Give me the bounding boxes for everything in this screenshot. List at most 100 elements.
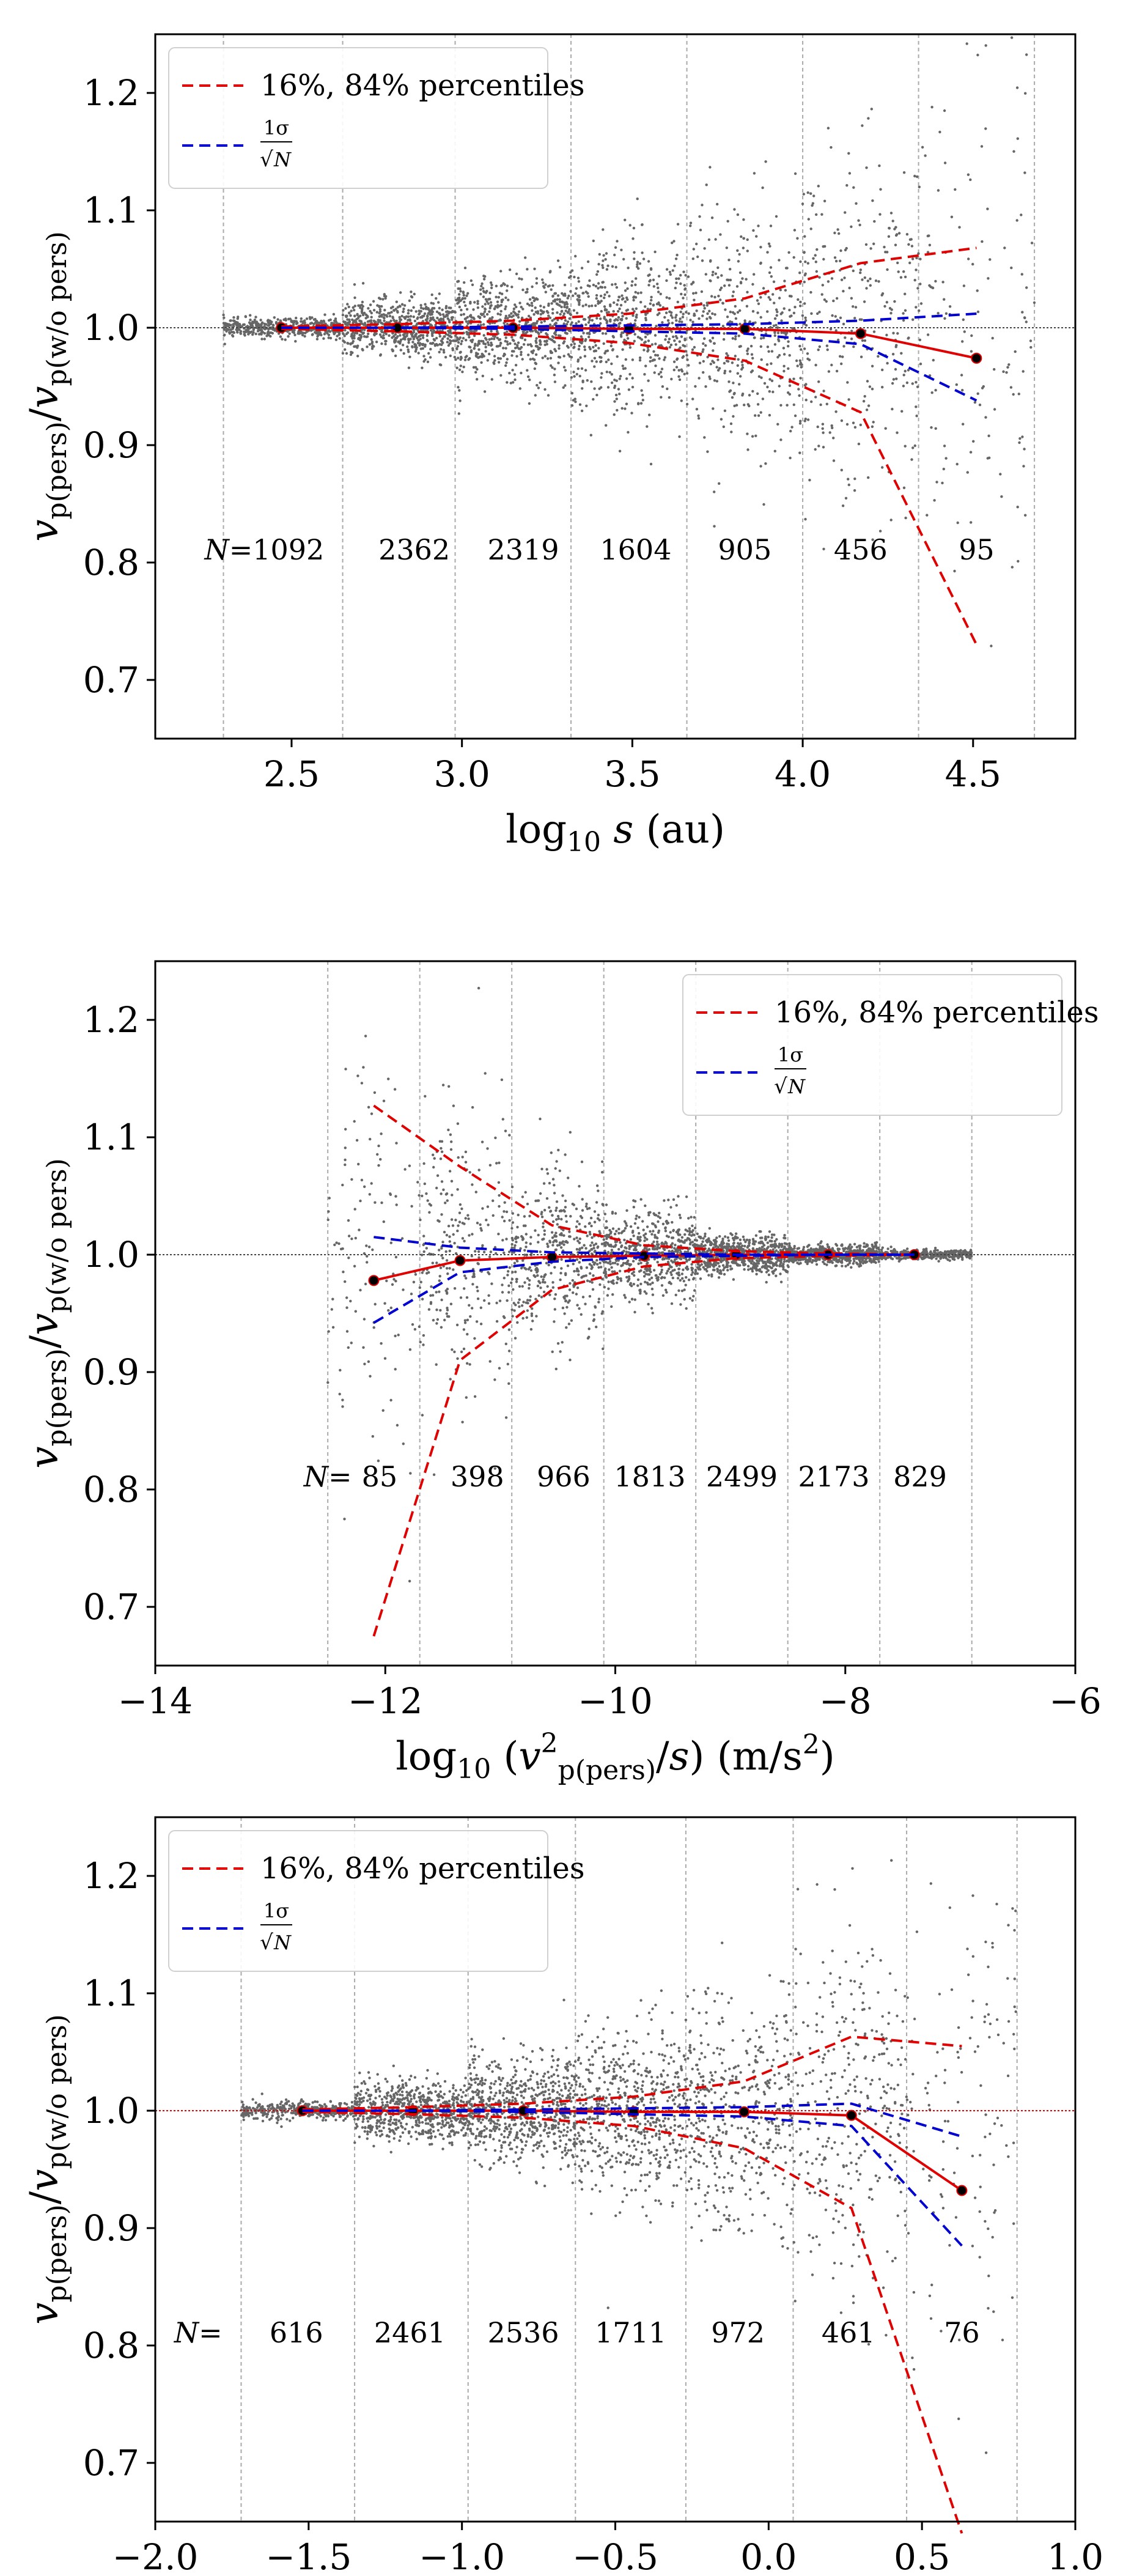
scatter-point xyxy=(739,345,742,348)
scatter-point xyxy=(531,1307,534,1310)
scatter-point xyxy=(487,343,490,346)
scatter-point xyxy=(878,213,882,216)
scatter-point xyxy=(839,316,842,319)
scatter-point xyxy=(383,319,386,322)
scatter-point xyxy=(725,246,729,249)
scatter-point xyxy=(549,270,552,273)
scatter-point xyxy=(630,284,633,287)
scatter-point xyxy=(565,301,568,304)
scatter-point xyxy=(534,1229,537,1232)
scatter-point xyxy=(232,319,235,322)
scatter-point xyxy=(746,347,749,350)
scatter-point xyxy=(852,186,855,189)
scatter-point xyxy=(844,496,848,500)
scatter-point xyxy=(736,249,739,252)
scatter-point xyxy=(666,387,669,391)
scatter-point xyxy=(606,1250,610,1254)
scatter-point xyxy=(551,1220,555,1223)
scatter-point xyxy=(685,1260,688,1263)
scatter-point xyxy=(911,257,915,260)
scatter-point xyxy=(881,368,884,372)
scatter-point xyxy=(546,1285,549,1288)
scatter-point xyxy=(911,446,915,449)
scatter-point xyxy=(1016,506,1019,509)
scatter-point xyxy=(825,402,829,405)
scatter-point xyxy=(691,397,694,400)
scatter-point xyxy=(520,278,523,281)
scatter-point xyxy=(693,345,696,349)
scatter-point xyxy=(610,1305,613,1308)
scatter-point xyxy=(541,356,544,360)
scatter-point xyxy=(570,343,573,346)
scatter-point xyxy=(892,378,896,381)
scatter-point xyxy=(704,273,708,276)
scatter-point xyxy=(617,1231,620,1235)
scatter-point xyxy=(474,1250,477,1253)
scatter-point xyxy=(646,425,649,428)
scatter-point xyxy=(659,292,662,295)
scatter-point xyxy=(573,275,576,279)
scatter-point xyxy=(562,386,565,389)
scatter-point xyxy=(602,1238,605,1241)
scatter-point xyxy=(341,332,345,335)
scatter-point xyxy=(352,322,355,325)
scatter-point xyxy=(251,333,254,336)
scatter-point xyxy=(410,295,414,299)
scatter-point xyxy=(578,344,581,348)
scatter-point xyxy=(364,1282,367,1286)
scatter-point xyxy=(499,341,503,345)
scatter-point xyxy=(638,262,642,265)
scatter-point xyxy=(782,307,786,310)
scatter-point xyxy=(569,313,572,316)
scatter-point xyxy=(580,341,583,344)
scatter-point xyxy=(514,1271,517,1274)
scatter-point xyxy=(375,341,378,344)
scatter-point xyxy=(528,304,531,307)
scatter-point xyxy=(746,352,749,355)
scatter-point xyxy=(492,1199,495,1203)
scatter-point xyxy=(508,1134,511,1137)
scatter-point xyxy=(646,308,650,311)
scatter-point xyxy=(584,1274,587,1277)
scatter-point xyxy=(663,316,666,319)
scatter-point xyxy=(648,1273,651,1276)
scatter-point xyxy=(608,1268,611,1271)
scatter-point xyxy=(493,1378,496,1381)
scatter-point xyxy=(943,109,946,113)
scatter-point xyxy=(942,467,946,471)
scatter-point xyxy=(574,254,577,258)
scatter-point xyxy=(450,1179,454,1183)
scatter-point xyxy=(554,1231,558,1234)
scatter-point xyxy=(564,319,567,322)
scatter-point xyxy=(456,1246,459,1249)
scatter-point xyxy=(587,304,591,308)
scatter-point xyxy=(417,339,420,342)
scatter-point xyxy=(300,317,303,320)
scatter-point xyxy=(643,1239,646,1242)
scatter-point xyxy=(407,341,410,344)
scatter-point xyxy=(625,402,628,405)
scatter-point xyxy=(668,1268,671,1271)
scatter-point xyxy=(421,320,425,323)
scatter-point xyxy=(595,1184,599,1187)
scatter-point xyxy=(284,319,287,322)
scatter-point xyxy=(417,352,420,355)
scatter-point xyxy=(348,320,352,323)
scatter-point xyxy=(576,294,580,297)
scatter-point xyxy=(729,268,732,271)
scatter-point xyxy=(627,267,630,270)
scatter-point xyxy=(271,324,275,327)
scatter-point xyxy=(707,238,711,242)
scatter-point xyxy=(451,318,454,321)
scatter-point xyxy=(639,1236,642,1239)
scatter-point xyxy=(654,1233,657,1237)
scatter-point xyxy=(590,1247,593,1251)
scatter-point xyxy=(769,326,772,329)
scatter-point xyxy=(773,317,777,320)
scatter-point xyxy=(337,1242,341,1246)
scatter-point xyxy=(767,1269,770,1272)
scatter-point xyxy=(522,330,525,333)
scatter-point xyxy=(475,1320,479,1323)
scatter-point xyxy=(748,394,751,397)
scatter-point xyxy=(798,271,801,275)
